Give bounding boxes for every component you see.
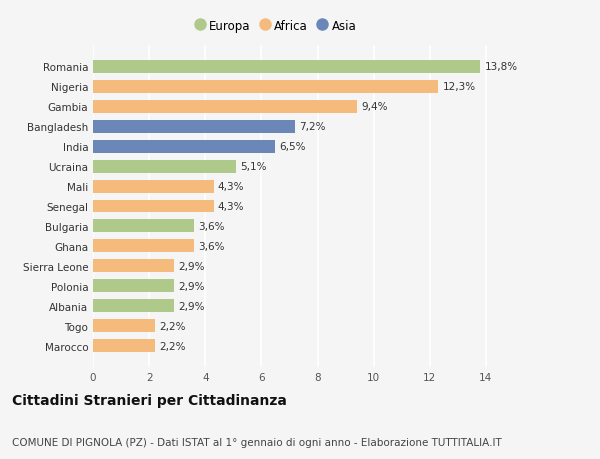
Text: 2,9%: 2,9% [179, 281, 205, 291]
Text: 3,6%: 3,6% [198, 241, 225, 252]
Bar [93, 61, 480, 73]
Bar [93, 240, 194, 253]
Bar [93, 180, 214, 193]
Text: 7,2%: 7,2% [299, 122, 326, 132]
Text: 2,2%: 2,2% [159, 341, 185, 351]
Bar [93, 260, 175, 273]
Text: 12,3%: 12,3% [442, 82, 476, 92]
Text: 5,1%: 5,1% [241, 162, 267, 172]
Bar [93, 140, 275, 153]
Bar [93, 120, 295, 133]
Text: COMUNE DI PIGNOLA (PZ) - Dati ISTAT al 1° gennaio di ogni anno - Elaborazione TU: COMUNE DI PIGNOLA (PZ) - Dati ISTAT al 1… [12, 437, 502, 447]
Bar [93, 320, 155, 333]
Text: 3,6%: 3,6% [198, 222, 225, 231]
Text: 6,5%: 6,5% [280, 142, 306, 152]
Bar [93, 80, 438, 93]
Bar [93, 300, 175, 313]
Legend: Europa, Africa, Asia: Europa, Africa, Asia [191, 17, 360, 36]
Bar [93, 200, 214, 213]
Bar [93, 280, 175, 293]
Text: 2,9%: 2,9% [179, 301, 205, 311]
Text: 2,9%: 2,9% [179, 261, 205, 271]
Text: 13,8%: 13,8% [485, 62, 518, 72]
Text: Cittadini Stranieri per Cittadinanza: Cittadini Stranieri per Cittadinanza [12, 393, 287, 407]
Bar [93, 220, 194, 233]
Text: 4,3%: 4,3% [218, 202, 244, 212]
Text: 4,3%: 4,3% [218, 182, 244, 191]
Text: 2,2%: 2,2% [159, 321, 185, 331]
Bar [93, 340, 155, 353]
Text: 9,4%: 9,4% [361, 102, 388, 112]
Bar [93, 160, 236, 173]
Bar [93, 101, 357, 113]
